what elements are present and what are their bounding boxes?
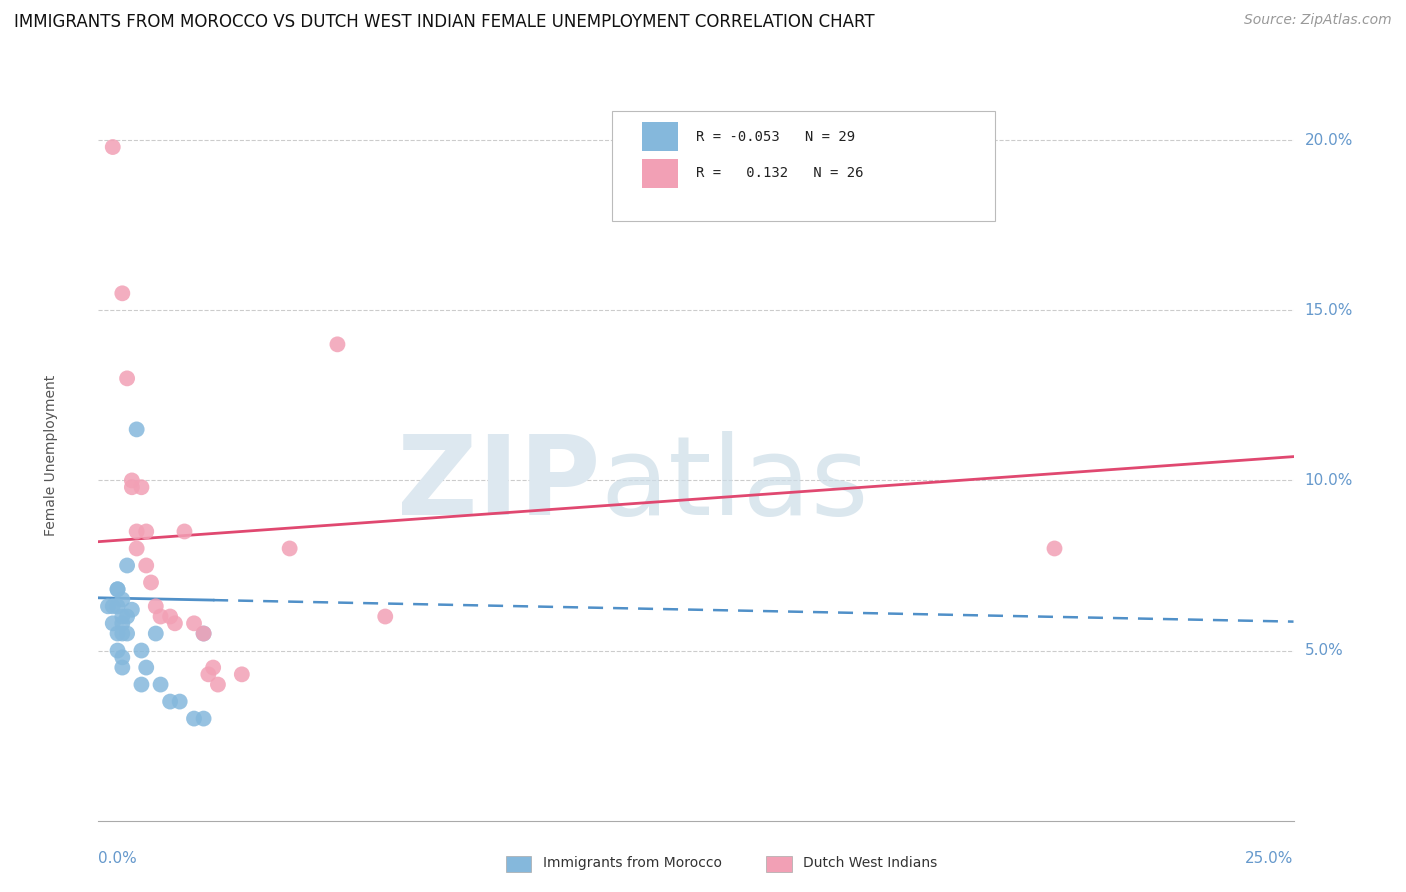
Point	[111, 660, 134, 674]
Text: 10.0%: 10.0%	[1305, 473, 1353, 488]
Point	[163, 616, 186, 631]
Point	[115, 609, 138, 624]
Point	[197, 667, 219, 681]
Point	[115, 626, 138, 640]
FancyBboxPatch shape	[612, 112, 994, 221]
Point	[202, 660, 225, 674]
Point	[107, 626, 129, 640]
Text: 5.0%: 5.0%	[1305, 643, 1343, 658]
Point	[149, 609, 172, 624]
Point	[183, 616, 205, 631]
Point	[278, 541, 301, 556]
Bar	[643, 159, 678, 188]
Text: IMMIGRANTS FROM MOROCCO VS DUTCH WEST INDIAN FEMALE UNEMPLOYMENT CORRELATION CHA: IMMIGRANTS FROM MOROCCO VS DUTCH WEST IN…	[14, 13, 875, 31]
Point	[131, 480, 153, 494]
Point	[159, 609, 181, 624]
Point	[121, 603, 143, 617]
Text: 20.0%: 20.0%	[1305, 133, 1353, 148]
Point	[111, 609, 134, 624]
Point	[159, 695, 181, 709]
Point	[115, 371, 138, 385]
Point	[121, 474, 143, 488]
Point	[107, 643, 129, 657]
Point	[173, 524, 195, 539]
Point	[131, 643, 153, 657]
Point	[135, 558, 157, 573]
Point	[139, 575, 162, 590]
Point	[107, 582, 129, 597]
Text: Female Unemployment: Female Unemployment	[44, 375, 58, 535]
Point	[193, 712, 215, 726]
Point	[115, 558, 138, 573]
Point	[121, 480, 143, 494]
Text: atlas: atlas	[600, 431, 869, 538]
Text: Immigrants from Morocco: Immigrants from Morocco	[543, 856, 721, 871]
Point	[111, 616, 134, 631]
Point	[125, 524, 148, 539]
Point	[131, 677, 153, 691]
Point	[169, 695, 191, 709]
Point	[193, 626, 215, 640]
Point	[107, 599, 129, 614]
Point	[193, 626, 215, 640]
Text: 25.0%: 25.0%	[1246, 851, 1294, 866]
Point	[111, 626, 134, 640]
Point	[183, 712, 205, 726]
Text: 15.0%: 15.0%	[1305, 302, 1353, 318]
Text: R = -0.053   N = 29: R = -0.053 N = 29	[696, 129, 855, 144]
Point	[145, 626, 167, 640]
Point	[101, 140, 124, 154]
Text: R =   0.132   N = 26: R = 0.132 N = 26	[696, 166, 863, 180]
Point	[135, 524, 157, 539]
Point	[97, 599, 120, 614]
Point	[149, 677, 172, 691]
Text: 0.0%: 0.0%	[98, 851, 138, 866]
Text: Dutch West Indians: Dutch West Indians	[803, 856, 936, 871]
Text: Source: ZipAtlas.com: Source: ZipAtlas.com	[1244, 13, 1392, 28]
Point	[125, 541, 148, 556]
Point	[101, 616, 124, 631]
Point	[111, 650, 134, 665]
Point	[145, 599, 167, 614]
Text: ZIP: ZIP	[396, 431, 600, 538]
Bar	[643, 122, 678, 152]
Point	[374, 609, 396, 624]
Point	[326, 337, 349, 351]
Point	[107, 582, 129, 597]
Point	[101, 599, 124, 614]
Point	[231, 667, 253, 681]
Point	[111, 286, 134, 301]
Point	[135, 660, 157, 674]
Point	[125, 422, 148, 436]
Point	[111, 592, 134, 607]
Point	[207, 677, 229, 691]
Point	[1043, 541, 1066, 556]
